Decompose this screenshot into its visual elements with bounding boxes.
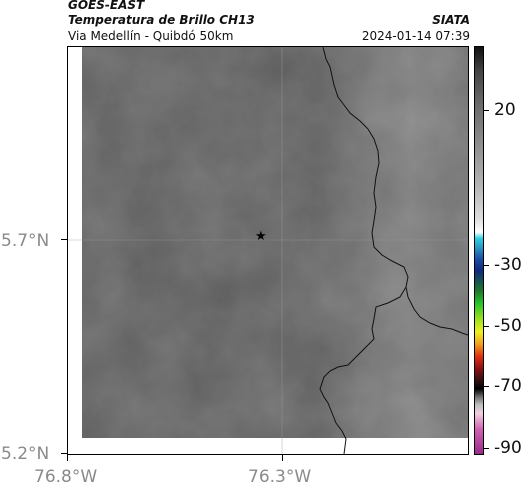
- timestamp: 2024-01-14 07:39: [361, 29, 470, 43]
- region-label: Via Medellín - Quibdó 50km: [68, 29, 234, 43]
- map-canvas: [68, 47, 468, 454]
- colorbar-label-m50: -50: [494, 316, 522, 336]
- border-line-north: [319, 47, 409, 454]
- lat-tick-57: [61, 239, 67, 240]
- lon-tick-768: [67, 455, 68, 461]
- border-line-east: [405, 286, 468, 336]
- lon-tick-763: [282, 455, 283, 461]
- agency-name: SIATA: [432, 13, 470, 27]
- colorbar-label-m30: -30: [494, 255, 522, 275]
- colorbar-tick-20: [484, 110, 489, 111]
- colorbar-tick-m50: [484, 326, 489, 327]
- colorbar-tick-m70: [484, 386, 489, 387]
- location-marker-star-icon[interactable]: ★: [255, 229, 267, 244]
- lon-label-768: 76.8°W: [34, 467, 98, 487]
- satellite-map[interactable]: ★: [67, 46, 469, 455]
- lon-label-763: 76.3°W: [248, 467, 312, 487]
- satellite-name: GOES-EAST: [68, 0, 145, 12]
- lat-label-52: 5.2°N: [1, 444, 50, 464]
- colorbar-tick-m90: [484, 448, 489, 449]
- product-title: Temperatura de Brillo CH13: [68, 13, 255, 27]
- lat-tick-52: [61, 453, 67, 454]
- colorbar-label-m90: -90: [494, 438, 522, 458]
- lat-label-57: 5.7°N: [1, 231, 50, 251]
- colorbar-label-20: 20: [494, 100, 516, 120]
- colorbar-tick-m30: [484, 265, 489, 266]
- imagery-brightening: [82, 47, 468, 438]
- colorbar-label-m70: -70: [494, 376, 522, 396]
- temperature-colorbar: [474, 46, 484, 455]
